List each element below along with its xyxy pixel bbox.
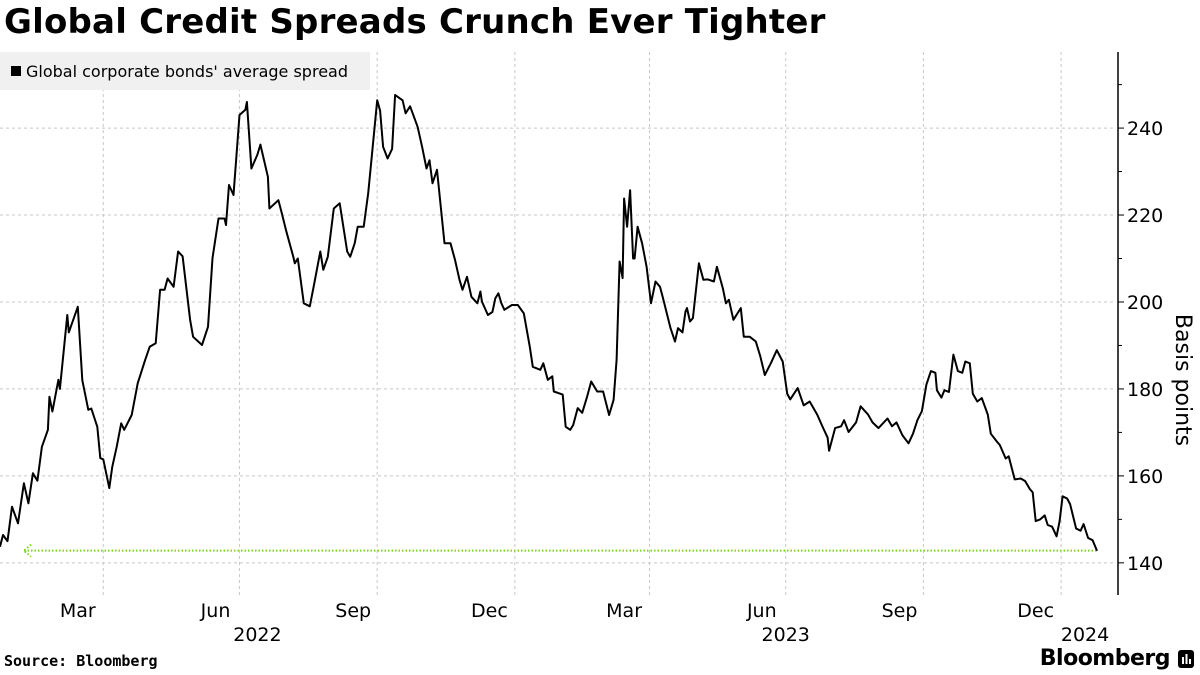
y-tick-label: 160 (1127, 466, 1163, 488)
y-tick-label: 200 (1127, 292, 1163, 314)
legend-label: Global corporate bonds' average spread (26, 61, 348, 81)
gridlines (0, 52, 1115, 595)
chart-title: Global Credit Spreads Crunch Ever Tighte… (4, 2, 826, 42)
x-tick-label: Mar (60, 600, 96, 622)
x-tick-label: Dec (1017, 600, 1054, 622)
y-tick-label: 220 (1127, 205, 1163, 227)
arrow-left-icon (22, 543, 32, 558)
x-tick-label: Sep (882, 600, 918, 622)
y-tick-label: 140 (1127, 553, 1163, 575)
x-year-label: 2024 (1061, 624, 1109, 646)
reference-line (22, 543, 1098, 558)
series-line-spread (0, 94, 1098, 552)
x-axis: Mar Jun Sep Dec Mar Jun Sep Dec 2022 2023 2024 (60, 600, 1109, 646)
bar-chart-icon (1178, 649, 1194, 668)
bloomberg-logo: Bloomberg (1040, 646, 1194, 671)
x-tick-label: Sep (335, 600, 371, 622)
y-tick-label: 180 (1127, 379, 1163, 401)
y-axis: 140 160 180 200 220 240 (1117, 52, 1163, 595)
legend: Global corporate bonds' average spread (0, 52, 370, 90)
x-tick-label: Jun (200, 600, 231, 622)
x-tick-label: Jun (746, 600, 777, 622)
source-note: Source: Bloomberg (4, 652, 158, 670)
y-tick-label: 240 (1127, 118, 1163, 140)
x-tick-label: Dec (471, 600, 508, 622)
x-year-label: 2022 (233, 624, 281, 646)
logo-wordmark: Bloomberg (1039, 646, 1171, 671)
x-year-label: 2023 (762, 624, 810, 646)
series-layer (0, 94, 1098, 552)
x-tick-label: Mar (606, 600, 642, 622)
y-axis-label: Basis points (1170, 314, 1195, 446)
legend-swatch (11, 66, 21, 76)
